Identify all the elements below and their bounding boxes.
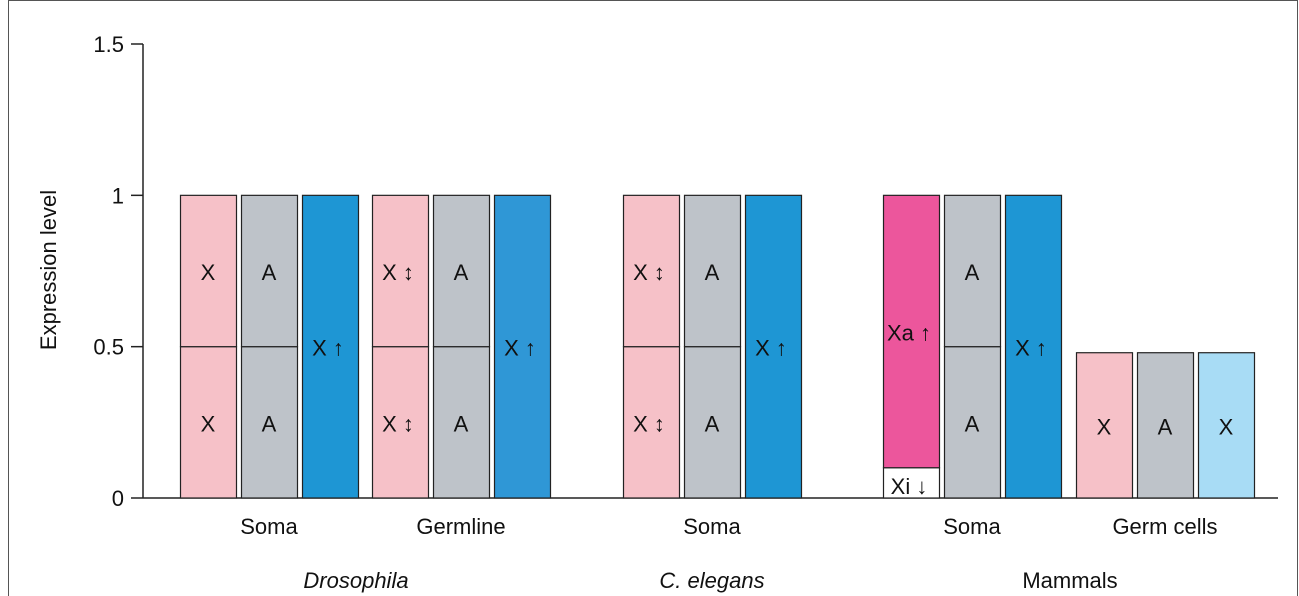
bar-segment-label: X [201, 260, 216, 285]
bar-segment-label: X ↑ [755, 336, 787, 361]
bar-segment-label: A [262, 260, 277, 285]
y-tick-label: 0.5 [93, 335, 124, 360]
bar-segment-label: A [454, 260, 469, 285]
bar-segment-label: A [454, 411, 469, 436]
bar-segment-label: A [262, 411, 277, 436]
group-label: Germline [416, 514, 505, 539]
species-label: Drosophila [303, 568, 408, 593]
bar-segment [683, 346, 742, 499]
bar-segment-label: Xi ↓ [891, 474, 928, 499]
y-tick-label: 0 [112, 486, 124, 511]
bar-segment [622, 194, 681, 348]
bars [179, 194, 1256, 499]
bar-segment-label: A [965, 260, 980, 285]
bar-segment [943, 194, 1002, 348]
group-label: Soma [240, 514, 298, 539]
bar-segment-label: A [1158, 414, 1173, 439]
bar-segment [301, 194, 360, 499]
bar-segment [371, 346, 430, 499]
bar-segment-label: X ↕ [382, 260, 414, 285]
bar-segment [622, 346, 681, 499]
bar-segment [371, 194, 430, 348]
group-label: Soma [683, 514, 741, 539]
y-axis-title: Expression level [36, 190, 61, 350]
bar-segment [432, 194, 491, 348]
bar-segment-label: Xa ↑ [887, 321, 931, 346]
group-label: Soma [943, 514, 1001, 539]
bar-segment-label: X ↕ [382, 411, 414, 436]
bar-segment-label: A [705, 411, 720, 436]
bar-segment-label: X ↕ [633, 260, 665, 285]
bar-segment-label: X ↑ [1015, 336, 1047, 361]
group-label: Germ cells [1112, 514, 1217, 539]
species-label: Mammals [1022, 568, 1117, 593]
bar-segment [1136, 352, 1195, 499]
bar-segment [1075, 352, 1134, 499]
y-tick-label: 1.5 [93, 32, 124, 57]
bar-segment [1197, 352, 1256, 499]
bar-segment [1004, 194, 1063, 499]
y-tick-label: 1 [112, 183, 124, 208]
bar-segment-label: X [1097, 414, 1112, 439]
bar-segment-label: X ↑ [504, 336, 536, 361]
bar-segment-label: X ↕ [633, 411, 665, 436]
bar-segment [683, 194, 742, 348]
bar-segment [943, 346, 1002, 499]
labels: X X A A X ↑ X ↕ X ↕ A A X ↑ X ↕ X ↕ A A X ↑ Xi ↓ Xa ↑ A A X… [201, 260, 1234, 593]
bar-segment [882, 194, 941, 469]
figure-frame [8, 0, 1298, 596]
bar-segment-label: X ↑ [312, 336, 344, 361]
bar-segment [493, 194, 552, 499]
bar-segment-label: X [1219, 414, 1234, 439]
bar-segment [882, 467, 941, 499]
bar-segment-label: A [965, 411, 980, 436]
species-label: C. elegans [659, 568, 764, 593]
bar-segment-label: A [705, 260, 720, 285]
bar-segment [744, 194, 803, 499]
bar-segment [179, 194, 238, 348]
bar-segment-label: X [201, 411, 216, 436]
bar-segment [240, 194, 299, 348]
